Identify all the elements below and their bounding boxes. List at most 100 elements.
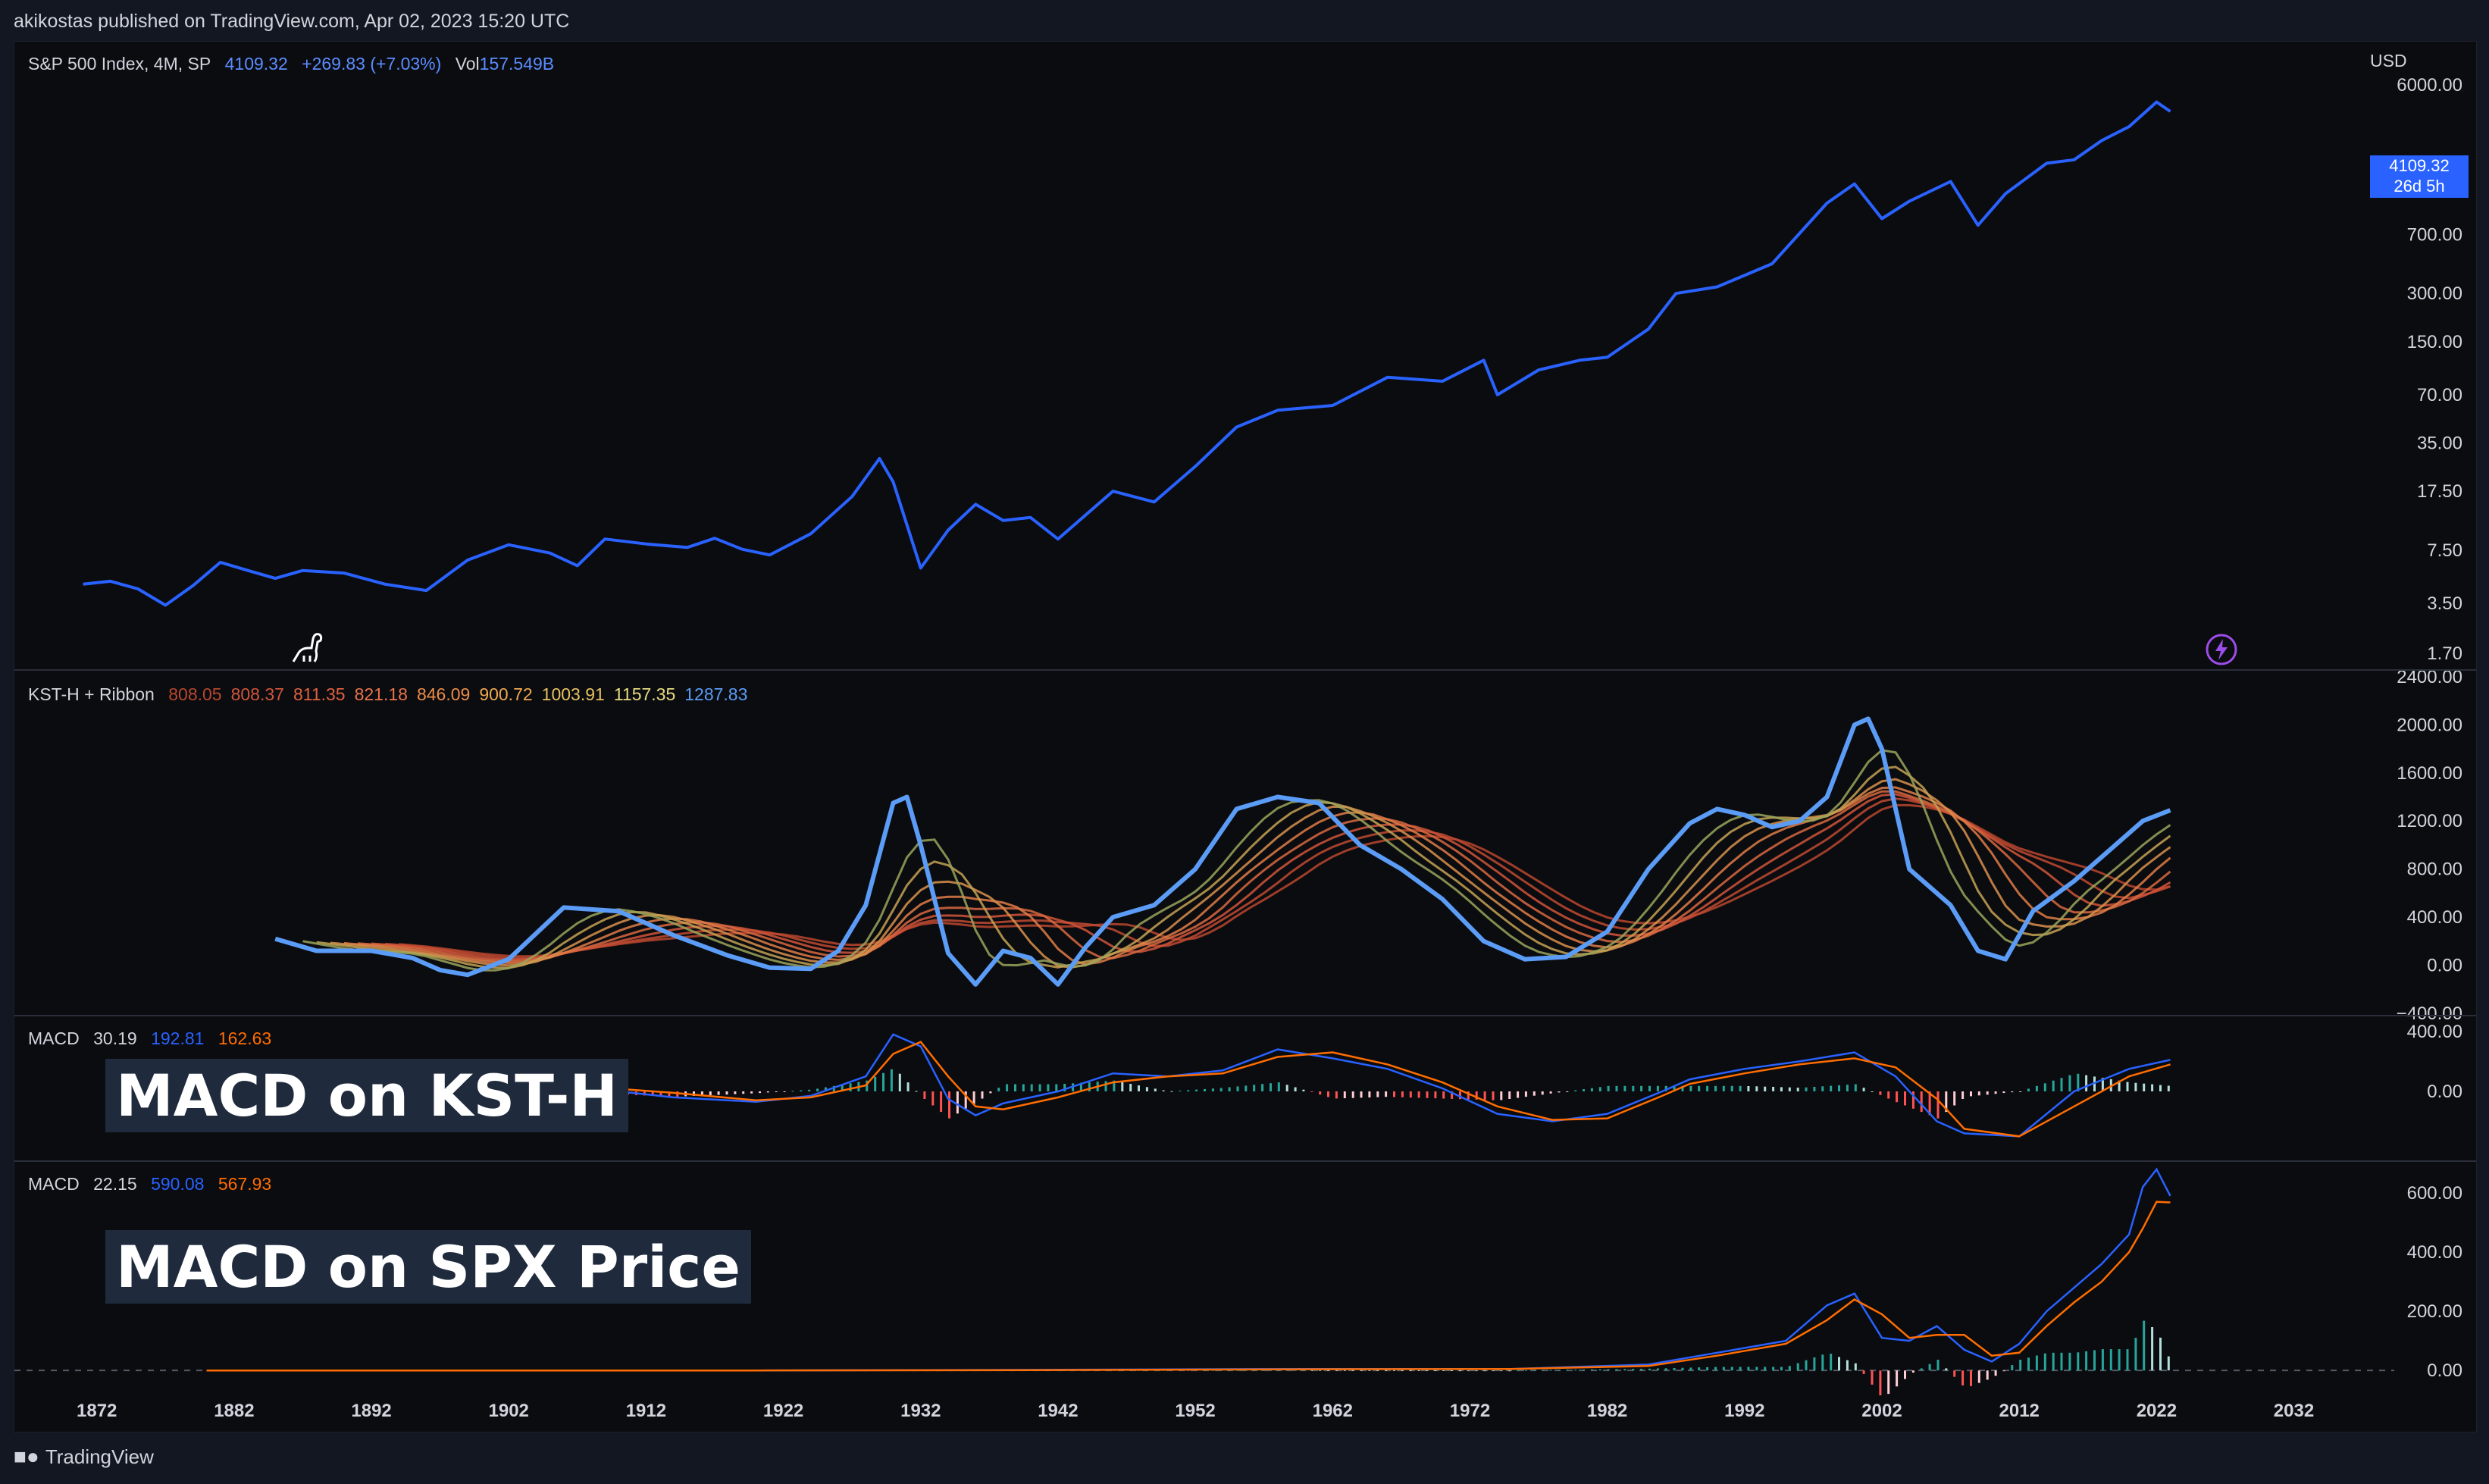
histogram-bar <box>1698 1367 1701 1371</box>
histogram-bar <box>1475 1370 1478 1372</box>
histogram-bar <box>1055 1084 1058 1091</box>
histogram-bar <box>1928 1091 1931 1116</box>
kst-main-line <box>274 716 2171 987</box>
macd-kst-macd: 192.81 <box>151 1028 205 1048</box>
histogram-bar <box>1426 1091 1429 1098</box>
histogram-bar <box>1640 1369 1643 1371</box>
histogram-bar <box>874 1076 877 1091</box>
histogram-bar <box>1945 1368 1948 1371</box>
pane-separator[interactable] <box>14 1160 2476 1162</box>
histogram-bar <box>1706 1085 1709 1091</box>
histogram-bar <box>2134 1082 2137 1091</box>
histogram-bar <box>1376 1370 1379 1371</box>
histogram-bar <box>1566 1091 1569 1092</box>
histogram-bar <box>1088 1082 1091 1091</box>
footer-brand: TradingView <box>45 1445 154 1468</box>
histogram-bar <box>1772 1367 1775 1371</box>
pane-separator[interactable] <box>14 1015 2476 1016</box>
histogram-bar <box>1524 1091 1527 1097</box>
time-axis: 1872 1882 1892 1902 1912 1922 1932 1942 1952 1962… <box>77 1401 2314 1421</box>
histogram-bar <box>1846 1360 1849 1371</box>
histogram-bar <box>1920 1091 1923 1113</box>
histogram-bar <box>1541 1091 1544 1095</box>
histogram-bar <box>1862 1088 1865 1091</box>
histogram-bar <box>1104 1081 1107 1091</box>
histogram-bar <box>1063 1084 1066 1091</box>
kst-ribbon-line <box>399 803 2171 958</box>
histogram-bar <box>1187 1090 1190 1091</box>
y-tick-label: 35.00 <box>2417 433 2462 453</box>
histogram-bar <box>1426 1370 1429 1371</box>
macd-kst-legend[interactable]: MACD 30.19 192.81 162.63 <box>28 1028 280 1049</box>
histogram-bar <box>1170 1091 1173 1092</box>
histogram-bar <box>1648 1368 1651 1371</box>
y-tick-label: 0.00 <box>2427 956 2462 976</box>
histogram-bar <box>1970 1370 1972 1386</box>
histogram-bar <box>1994 1091 1997 1094</box>
histogram-bar <box>1492 1091 1495 1100</box>
histogram-bar <box>1615 1085 1618 1091</box>
histogram-bar <box>1302 1089 1305 1091</box>
histogram-bar <box>1079 1082 1082 1091</box>
histogram-bar <box>2002 1091 2005 1094</box>
volume-label: Vol <box>455 54 480 74</box>
histogram-bar <box>1862 1370 1865 1374</box>
histogram-bar <box>1854 1363 1857 1371</box>
macd-kst-hist: 30.19 <box>93 1028 137 1048</box>
lightning-icon[interactable] <box>2205 633 2238 666</box>
histogram-bar <box>1500 1091 1503 1100</box>
histogram-bar <box>940 1091 943 1113</box>
kst-ribbon-line <box>385 797 2171 960</box>
histogram-bar <box>2118 1080 2121 1091</box>
histogram-bar <box>1904 1091 1906 1106</box>
histogram-bar <box>1360 1370 1363 1371</box>
histogram-bar <box>725 1091 728 1095</box>
chart-frame[interactable]: 6000.001500.00700.00300.00150.0070.0035.… <box>14 41 2477 1432</box>
pane-separator[interactable] <box>14 669 2476 671</box>
histogram-bar <box>1047 1084 1050 1091</box>
y-tick-label: 1200.00 <box>2397 811 2462 831</box>
price-pane: 6000.001500.00700.00300.00150.0070.0035.… <box>83 75 2462 664</box>
histogram-bar <box>1747 1367 1750 1371</box>
histogram-bar <box>1854 1084 1857 1091</box>
kst-legend-value: 900.72 <box>479 684 533 704</box>
histogram-bar <box>1994 1370 1997 1376</box>
kst-legend[interactable]: KST-H + Ribbon 808.05 808.37 811.35 821.18 8… <box>28 684 765 705</box>
histogram-bar <box>1145 1087 1148 1091</box>
histogram-bar <box>1977 1370 1980 1383</box>
kst-ribbon-line <box>357 790 2171 963</box>
price-legend[interactable]: S&P 500 Index, 4M, SP 4109.32 +269.83 (+… <box>28 54 563 74</box>
histogram-bar <box>1961 1370 1965 1385</box>
histogram-bar <box>668 1091 671 1097</box>
last-price-tag: 4109.32 26d 5h <box>2370 155 2469 198</box>
histogram-bar <box>1508 1091 1511 1099</box>
histogram-bar <box>1351 1091 1354 1098</box>
histogram-bar <box>1253 1370 1256 1371</box>
histogram-bar <box>1747 1086 1750 1091</box>
macd-price-legend[interactable]: MACD 22.15 590.08 567.93 <box>28 1174 280 1194</box>
published-header: akikostas published on TradingView.com, … <box>14 11 570 32</box>
histogram-bar <box>1805 1087 1808 1091</box>
histogram-bar <box>1442 1091 1445 1099</box>
histogram-bar <box>1022 1084 1025 1091</box>
histogram-bar <box>1598 1369 1601 1371</box>
histogram-bar <box>1879 1091 1882 1095</box>
histogram-bar <box>824 1087 827 1091</box>
footer[interactable]: ■● TradingView <box>14 1445 154 1469</box>
histogram-bar <box>1236 1370 1239 1371</box>
histogram-bar <box>1393 1370 1395 1371</box>
histogram-bar <box>766 1091 769 1093</box>
histogram-bar <box>1409 1091 1412 1098</box>
histogram-bar <box>956 1091 959 1114</box>
price-tag-countdown: 26d 5h <box>2394 177 2445 196</box>
histogram-bar <box>1492 1370 1495 1372</box>
histogram-bar <box>1961 1091 1965 1099</box>
histogram-bar <box>1986 1091 1989 1095</box>
macd-kst-title: MACD <box>28 1028 80 1048</box>
y-tick-label: 70.00 <box>2417 385 2462 405</box>
chart-canvas[interactable]: 6000.001500.00700.00300.00150.0070.0035.… <box>14 42 2476 1432</box>
histogram-bar <box>1838 1357 1840 1371</box>
histogram-bar <box>1319 1091 1322 1095</box>
histogram-bar <box>1524 1370 1527 1371</box>
histogram-bar <box>1270 1370 1272 1371</box>
